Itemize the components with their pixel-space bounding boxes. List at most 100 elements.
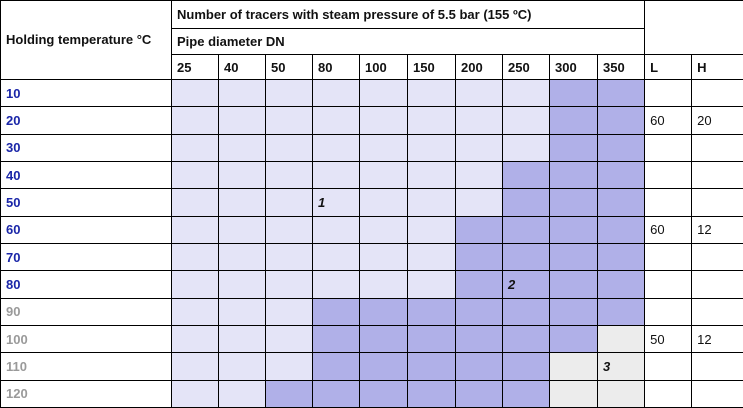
shade-cell [218, 106, 266, 135]
shade-cell [596, 188, 646, 217]
shade-cell [502, 352, 550, 381]
shade-cell [359, 297, 408, 326]
shade-cell [359, 106, 408, 135]
shade-cell [549, 352, 598, 381]
shade-cell [171, 270, 219, 299]
shade-cell [455, 215, 503, 244]
diameter-header: 300 [549, 54, 598, 80]
shade-cell [312, 160, 360, 190]
shade-cell [502, 297, 550, 326]
temperature-cell: 110 [0, 352, 172, 381]
shade-cell [407, 324, 456, 354]
shade-cell [312, 78, 360, 108]
shade-cell [218, 78, 266, 108]
shade-cell [407, 160, 456, 190]
diameter-header: 80 [312, 54, 360, 80]
temperature-cell: 20 [0, 106, 172, 135]
shade-cell [265, 160, 313, 190]
shade-cell [596, 160, 646, 190]
shade-cell [265, 188, 313, 217]
shade-cell [359, 352, 408, 381]
h-value-cell [691, 133, 743, 162]
shade-cell [312, 106, 360, 135]
shade-cell [312, 379, 360, 408]
table-row: 50 1 [0, 188, 743, 217]
shade-cell [407, 215, 456, 244]
table-row: 60 60 12 [0, 215, 743, 244]
shade-cell [171, 106, 219, 135]
shade-cell [265, 270, 313, 299]
column-l-header: L [644, 54, 693, 80]
table-row: 80 2 [0, 270, 743, 299]
l-value-cell [644, 188, 693, 217]
shade-cell [265, 379, 313, 408]
shade-cell: 3 [596, 352, 646, 381]
shade-cell [265, 78, 313, 108]
temperature-cell: 70 [0, 242, 172, 272]
region-marker: 3 [603, 358, 611, 374]
temperature-cell: 80 [0, 270, 172, 299]
h-value-cell [691, 352, 743, 381]
shade-cell [455, 379, 503, 408]
shade-cell [312, 133, 360, 162]
h-value-cell: 20 [691, 106, 743, 135]
shade-cell [265, 106, 313, 135]
h-value-cell: 12 [691, 215, 743, 244]
diameter-header: 25 [171, 54, 219, 80]
shade-cell [171, 352, 219, 381]
temperature-cell: 30 [0, 133, 172, 162]
table-title: Number of tracers with steam pressure of… [170, 0, 646, 29]
l-value-cell: 60 [644, 215, 693, 244]
table-row: 40 [0, 160, 743, 190]
shade-cell [218, 352, 266, 381]
shade-cell: 1 [312, 188, 360, 217]
shade-cell [596, 215, 646, 244]
shade-cell [218, 160, 266, 190]
shade-cell [407, 297, 456, 326]
shade-cell [549, 270, 598, 299]
shade-cell [502, 379, 550, 408]
shade-cell [359, 270, 408, 299]
shade-cell [549, 324, 598, 354]
shade-cell [218, 133, 266, 162]
diameter-header: 200 [455, 54, 503, 80]
table-row: 30 [0, 133, 743, 162]
shade-cell [407, 188, 456, 217]
shade-cell [455, 188, 503, 217]
shade-cell [407, 78, 456, 108]
shade-cell [407, 242, 456, 272]
shade-cell [455, 106, 503, 135]
shade-cell [502, 324, 550, 354]
table-row: 10 [0, 78, 743, 108]
shade-cell: 2 [502, 270, 550, 299]
shade-cell [265, 133, 313, 162]
h-value-cell: 12 [691, 324, 743, 354]
row-header-label: Holding temperature °C [0, 0, 172, 80]
shade-cell [455, 160, 503, 190]
shade-cell [596, 297, 646, 326]
table-row: 120 [0, 379, 743, 408]
shade-cell [312, 270, 360, 299]
shade-cell [407, 106, 456, 135]
l-value-cell [644, 160, 693, 190]
shade-cell [549, 297, 598, 326]
shade-cell [549, 215, 598, 244]
shade-cell [455, 78, 503, 108]
shade-cell [312, 324, 360, 354]
shade-cell [549, 160, 598, 190]
shade-cell [596, 242, 646, 272]
l-value-cell [644, 379, 693, 408]
shade-cell [171, 215, 219, 244]
shade-cell [359, 160, 408, 190]
l-value-cell [644, 133, 693, 162]
h-value-cell [691, 242, 743, 272]
l-value-cell [644, 270, 693, 299]
shade-cell [502, 106, 550, 135]
shade-cell [502, 188, 550, 217]
shade-cell [407, 133, 456, 162]
shade-cell [218, 215, 266, 244]
region-marker: 2 [508, 276, 516, 292]
shade-cell [596, 78, 646, 108]
shade-cell [218, 270, 266, 299]
shade-cell [407, 270, 456, 299]
